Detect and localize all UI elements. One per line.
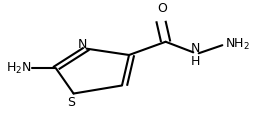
Text: H$_2$N: H$_2$N	[6, 61, 31, 76]
Text: S: S	[67, 96, 75, 109]
Text: N: N	[78, 38, 87, 51]
Text: NH$_2$: NH$_2$	[225, 37, 250, 52]
Text: O: O	[157, 2, 167, 15]
Text: N: N	[190, 42, 200, 55]
Text: H: H	[190, 55, 200, 68]
